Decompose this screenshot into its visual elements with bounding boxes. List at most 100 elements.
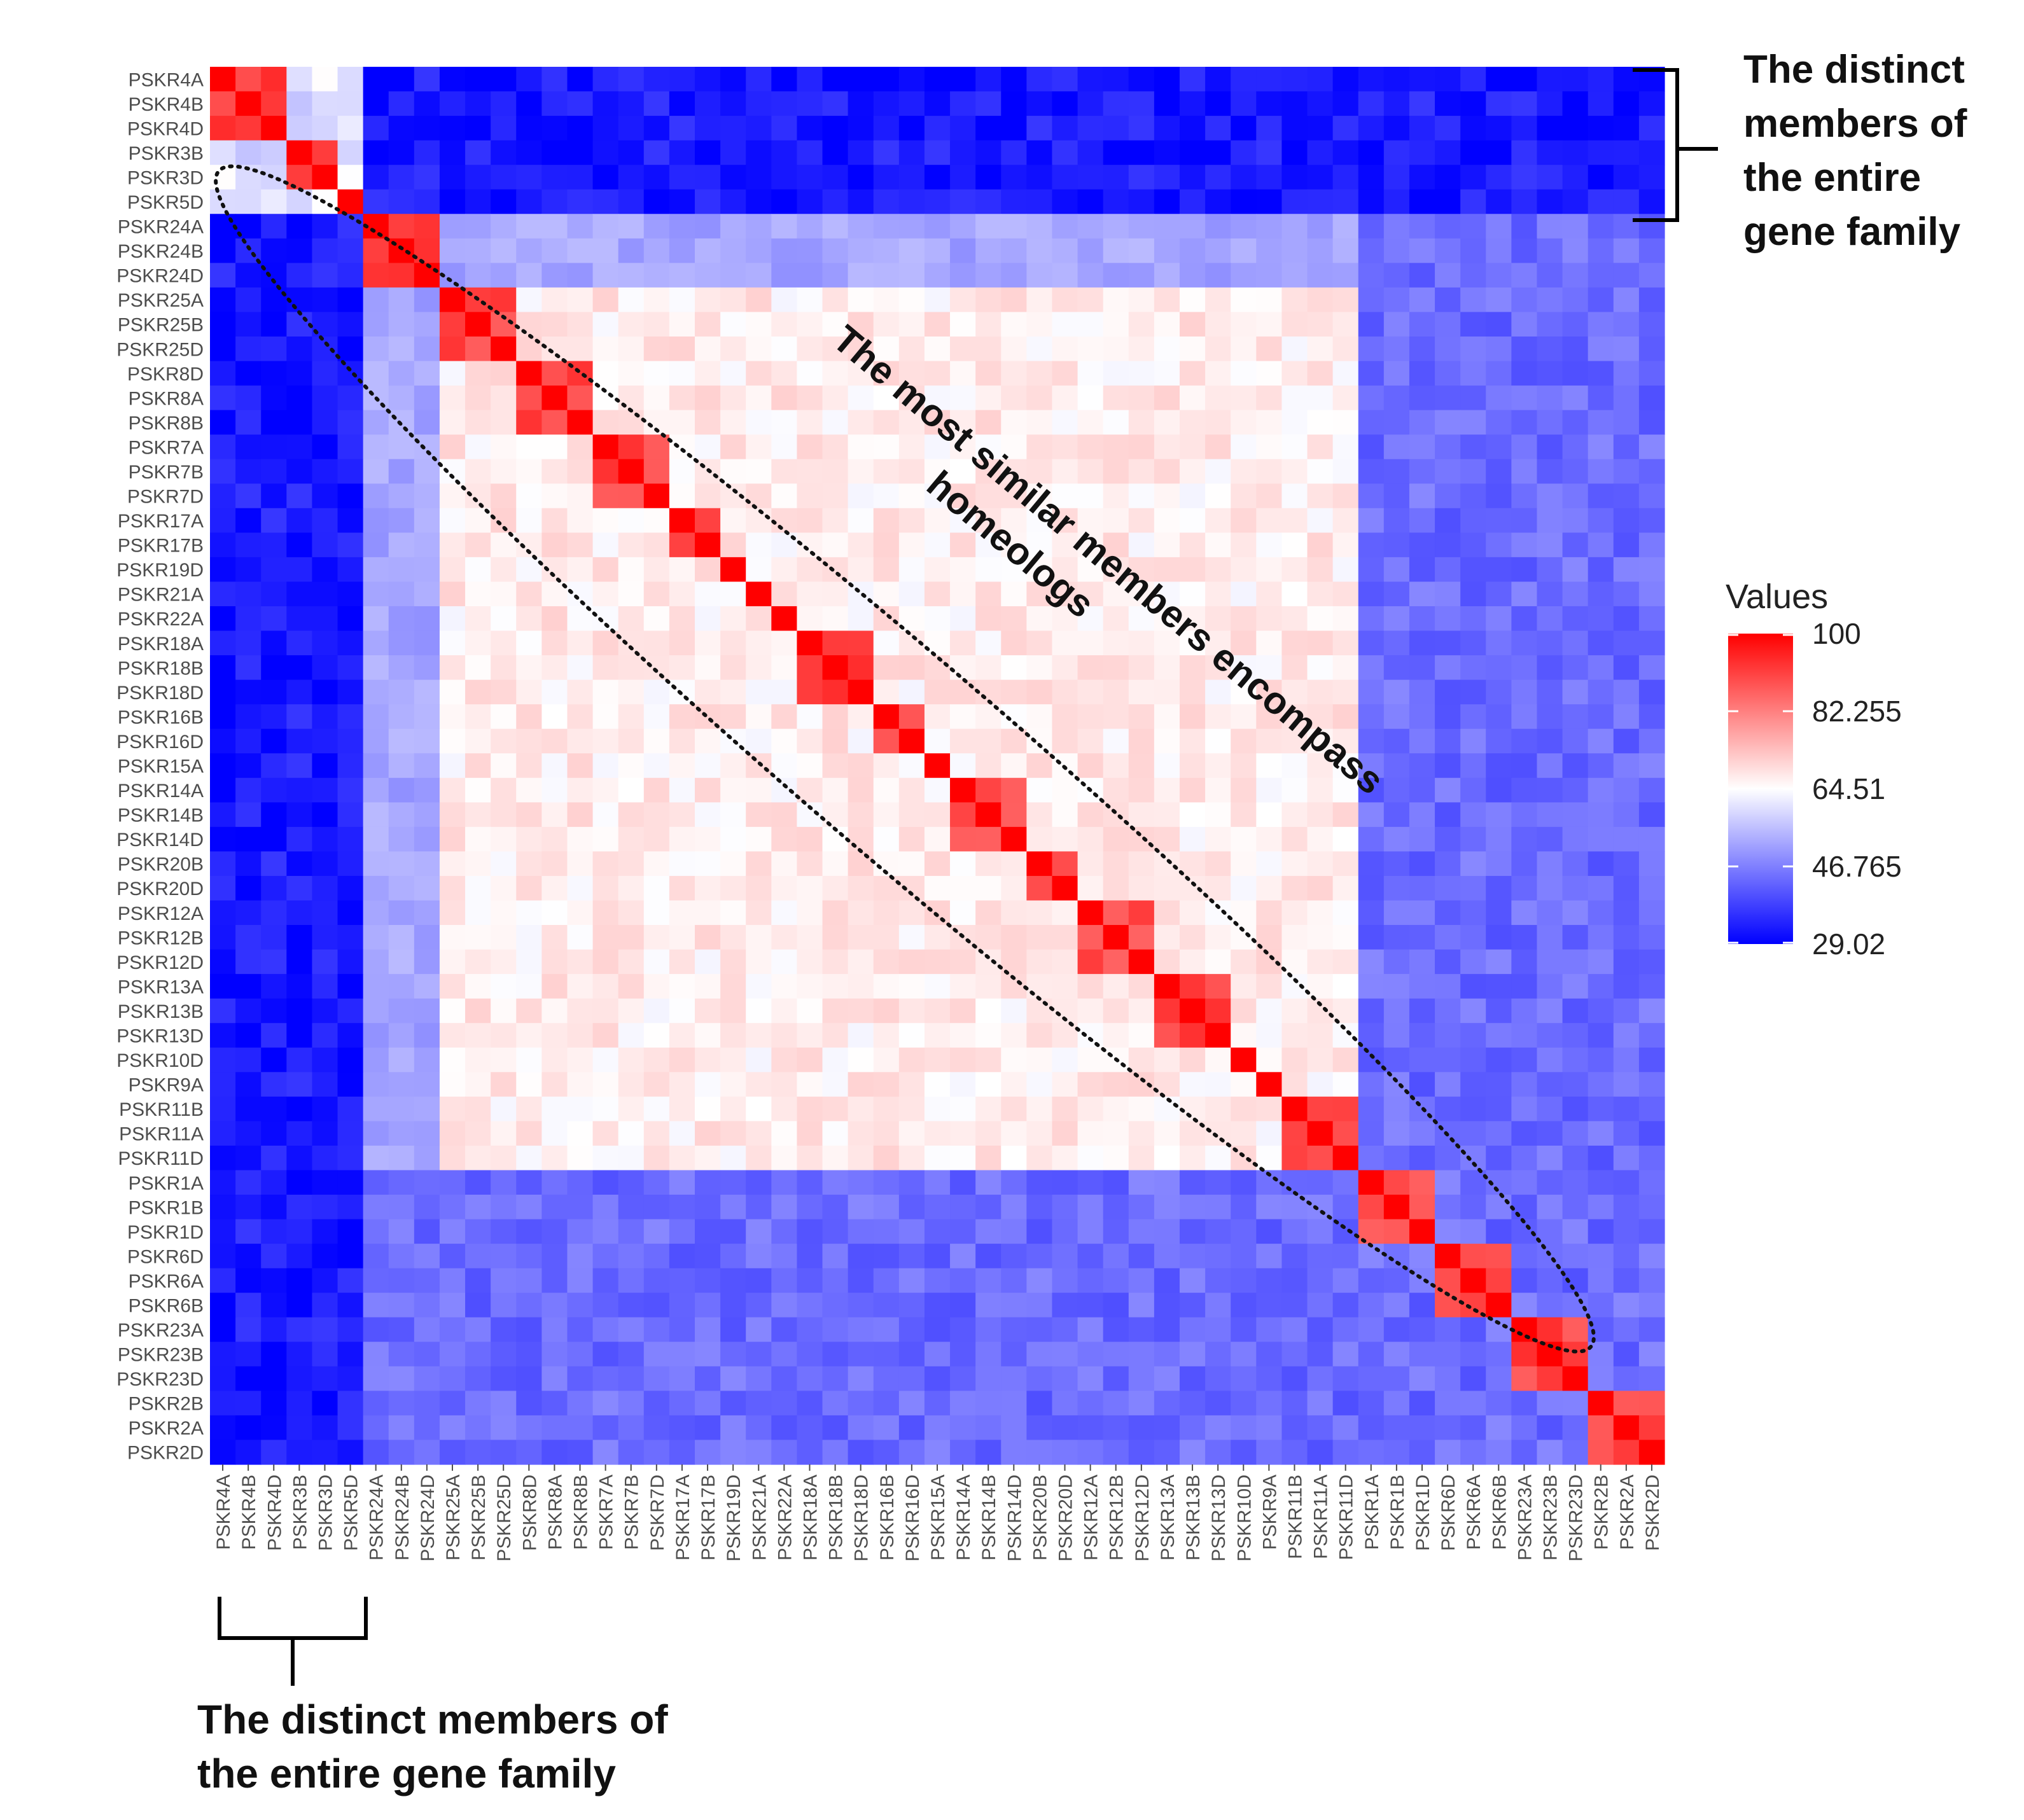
heatmap-cell — [898, 581, 925, 607]
heatmap-cell — [975, 1342, 1002, 1367]
heatmap-cell — [491, 1219, 517, 1244]
heatmap-cell — [1358, 238, 1385, 263]
heatmap-cell — [541, 116, 568, 141]
heatmap-cell — [1562, 508, 1589, 533]
annotation-top-right-line2: members of — [1743, 102, 1967, 146]
heatmap-cell — [439, 606, 466, 632]
heatmap-cell — [618, 679, 645, 705]
heatmap-cell — [1332, 1195, 1359, 1220]
heatmap-cell — [465, 728, 491, 754]
heatmap-cell — [975, 1293, 1002, 1318]
heatmap-cell — [388, 1293, 415, 1318]
heatmap-cell — [848, 1195, 874, 1220]
heatmap-cell — [210, 1342, 236, 1367]
heatmap-cell — [516, 679, 542, 705]
heatmap-cell — [363, 1415, 389, 1441]
heatmap-cell — [1307, 287, 1334, 313]
heatmap-cell — [1103, 1268, 1129, 1293]
heatmap-cell — [516, 263, 542, 288]
heatmap-cell — [618, 361, 645, 386]
heatmap-cell — [1001, 532, 1027, 558]
heatmap-cell — [695, 875, 721, 901]
heatmap-cell — [873, 91, 900, 116]
heatmap-cell — [1638, 386, 1665, 411]
heatmap-cell — [388, 1121, 415, 1146]
heatmap-cell — [491, 214, 517, 239]
heatmap-cell — [924, 1195, 951, 1220]
heatmap-cell — [337, 581, 364, 607]
heatmap-cell — [516, 1293, 542, 1318]
heatmap-cell — [797, 557, 823, 583]
heatmap-cell — [235, 1170, 262, 1195]
row-labels: PSKR4APSKR4BPSKR4DPSKR3BPSKR3DPSKR5DPSKR… — [116, 69, 204, 1463]
heatmap-cell — [643, 312, 670, 337]
heatmap-cell — [286, 606, 313, 632]
heatmap-cell — [337, 900, 364, 926]
heatmap-cell — [337, 1317, 364, 1342]
heatmap-cell — [873, 1440, 900, 1465]
heatmap-cell — [1511, 1145, 1538, 1171]
heatmap-cell — [950, 116, 976, 141]
heatmap-cell — [1154, 1440, 1180, 1465]
heatmap-cell — [1383, 1023, 1410, 1048]
heatmap-cell — [1256, 581, 1283, 607]
heatmap-cell — [1562, 386, 1589, 411]
heatmap-cell — [286, 1293, 313, 1318]
heatmap-cell — [388, 777, 415, 803]
heatmap-cell — [695, 1244, 721, 1269]
heatmap-cell — [491, 287, 517, 313]
heatmap-cell — [1281, 67, 1308, 92]
heatmap-cell — [1180, 630, 1206, 656]
heatmap-cell — [797, 165, 823, 190]
heatmap-cell — [1256, 67, 1283, 92]
heatmap-cell — [1052, 851, 1078, 877]
heatmap-cell — [848, 777, 874, 803]
heatmap-cell — [1205, 728, 1231, 754]
heatmap-cell — [491, 1121, 517, 1146]
heatmap-cell — [797, 263, 823, 288]
heatmap-cell — [924, 949, 951, 975]
heatmap-cell — [1128, 1047, 1155, 1073]
heatmap-cell — [898, 140, 925, 165]
column-label: PSKR6D — [1438, 1475, 1459, 1551]
heatmap-cell — [1537, 116, 1563, 141]
heatmap-cell — [235, 728, 262, 754]
heatmap-cell — [363, 826, 389, 852]
heatmap-cell — [541, 263, 568, 288]
heatmap-cell — [337, 704, 364, 730]
heatmap-cell — [261, 336, 287, 362]
heatmap-cell — [1358, 1342, 1385, 1367]
heatmap-cell — [592, 1268, 619, 1293]
heatmap-cell — [516, 704, 542, 730]
heatmap-cell — [312, 1121, 338, 1146]
heatmap-cell — [822, 386, 849, 411]
heatmap-cell — [695, 655, 721, 681]
heatmap-cell — [235, 851, 262, 877]
heatmap-cell — [210, 1440, 236, 1465]
heatmap-cell — [975, 140, 1002, 165]
heatmap-cell — [312, 1366, 338, 1391]
heatmap-cell — [1180, 1366, 1206, 1391]
heatmap-cell — [235, 1244, 262, 1269]
heatmap-cell — [1486, 1145, 1512, 1171]
legend-colorbar — [1728, 634, 1793, 944]
heatmap-cell — [695, 386, 721, 411]
heatmap-cell — [541, 189, 568, 214]
heatmap-cell — [643, 238, 670, 263]
heatmap-cell — [1256, 263, 1283, 288]
heatmap-cell — [1409, 802, 1435, 828]
heatmap-cell — [1562, 287, 1589, 313]
heatmap-cell — [950, 189, 976, 214]
heatmap-cell — [669, 1170, 695, 1195]
heatmap-cell — [1307, 753, 1334, 779]
heatmap-cell — [822, 630, 849, 656]
heatmap-cell — [1486, 140, 1512, 165]
heatmap-cell — [873, 655, 900, 681]
heatmap-cell — [286, 1195, 313, 1220]
heatmap-cell — [618, 483, 645, 509]
heatmap-cell — [695, 949, 721, 975]
annotation-top-right-line1: The distinct — [1743, 48, 1965, 92]
heatmap-cell — [898, 483, 925, 509]
heatmap-cell — [541, 974, 568, 999]
heatmap-cell — [1435, 1145, 1461, 1171]
